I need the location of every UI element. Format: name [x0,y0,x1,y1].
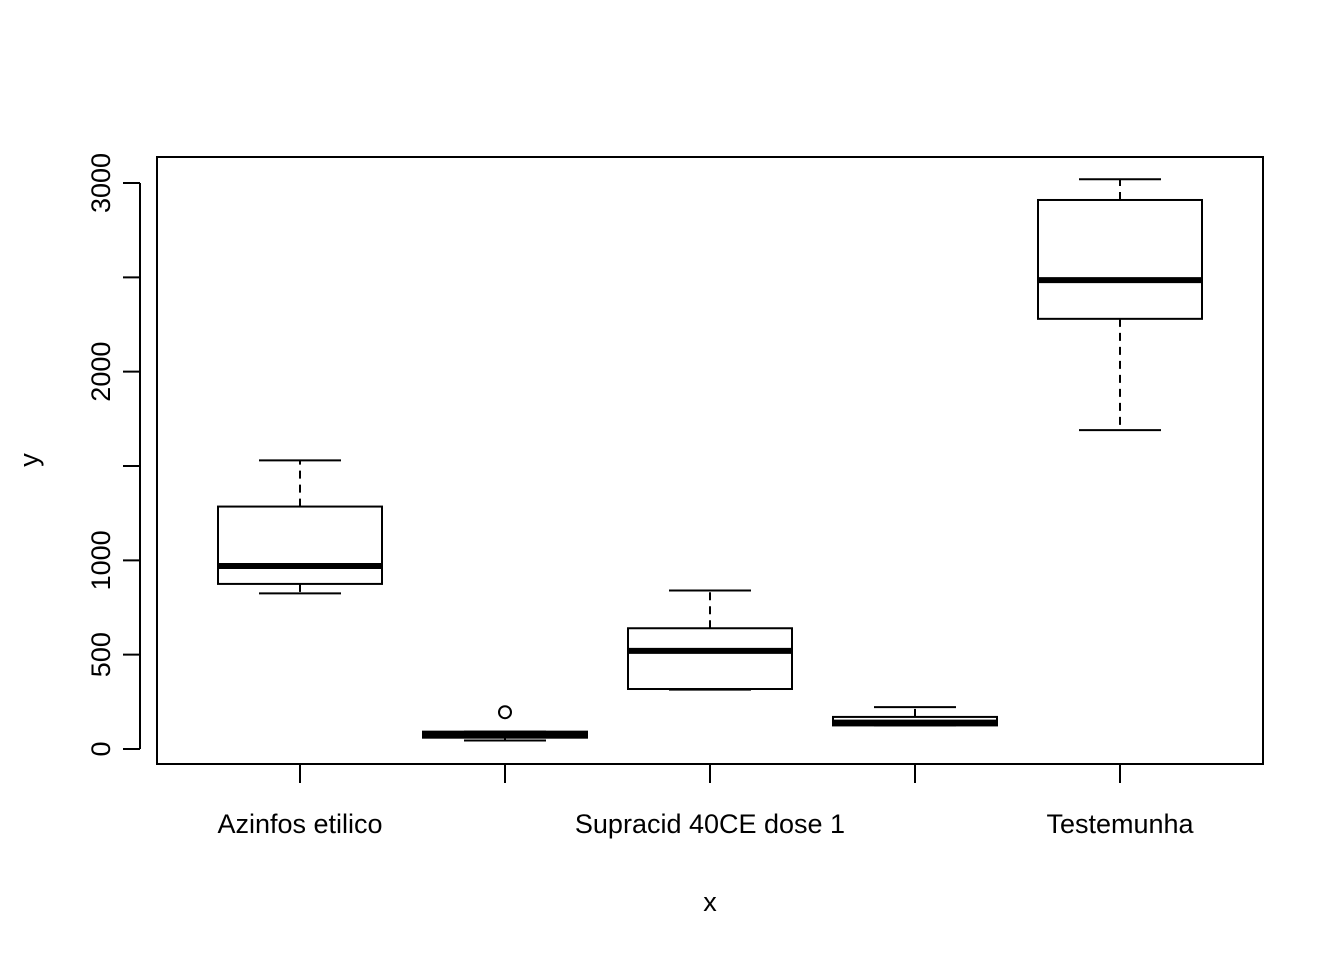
box-group-3 [627,589,793,691]
y-tick-label: 500 [86,632,116,677]
box-group-5 [1037,178,1203,432]
box-group-2 [422,705,588,742]
y-tick-label: 1000 [86,530,116,590]
box [627,627,793,691]
x-tick-label: Supracid 40CE dose 1 [575,809,845,839]
y-tick-label: 2000 [86,342,116,402]
box [1037,198,1203,320]
box [217,505,383,585]
x-tick-label: Azinfos etilico [217,809,382,839]
y-tick-label: 3000 [86,153,116,213]
x-tick-label: Testemunha [1046,809,1194,839]
y-axis-label: y [14,453,44,467]
y-tick-label: 0 [86,741,116,756]
box-group-1 [217,459,383,595]
y-axis: 0 500 1000 2000 3000 [86,153,141,757]
boxes-layer [217,178,1203,742]
x-axis-label: x [703,887,717,917]
outlier-point [498,705,512,720]
x-axis: Azinfos etilico Supracid 40CE dose 1 Teste… [217,764,1195,839]
box-group-4 [832,706,998,727]
